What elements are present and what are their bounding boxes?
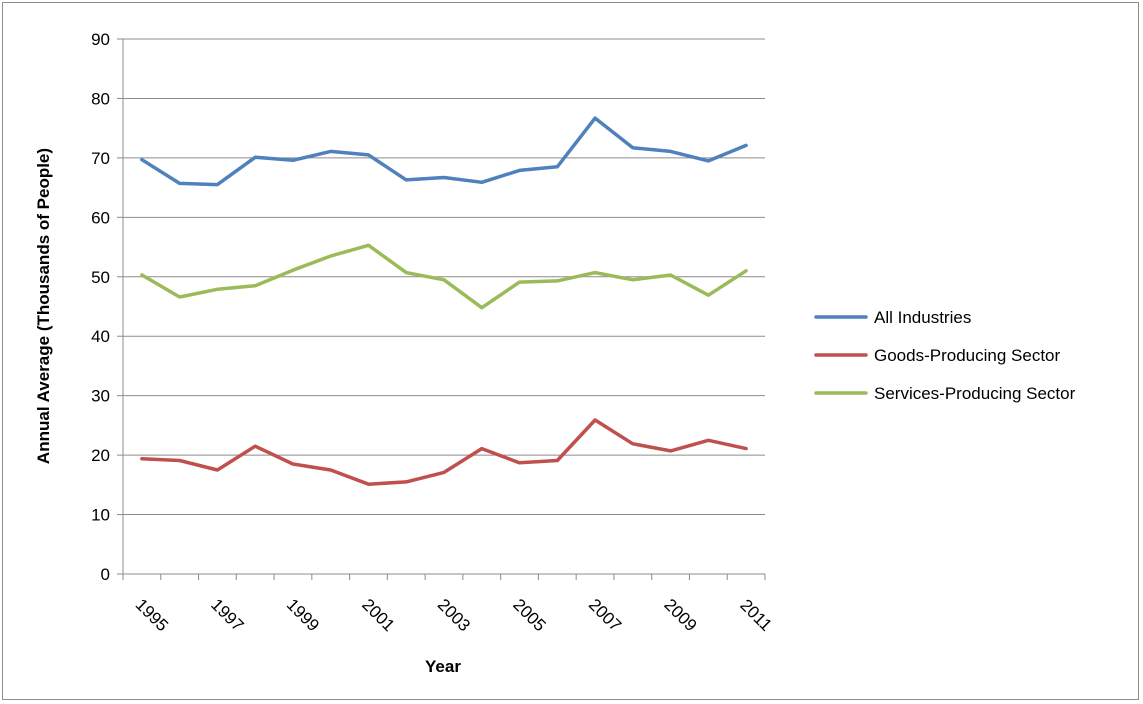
y-tick-label: 0 <box>101 565 110 584</box>
series-line <box>140 243 748 310</box>
x-tick-label: 1999 <box>283 595 323 635</box>
gridlines <box>123 38 765 516</box>
x-tick-label: 2007 <box>585 595 625 635</box>
x-tick-label: 2001 <box>358 595 398 635</box>
y-tick-label: 60 <box>91 208 110 227</box>
x-tick-label: 1997 <box>207 595 247 635</box>
y-tick-label: 80 <box>91 89 110 108</box>
x-tick-label: 2005 <box>509 595 549 635</box>
legend-label: Goods-Producing Sector <box>874 346 1060 365</box>
x-axis-title: Year <box>425 657 461 676</box>
x-tick-label: 1995 <box>132 595 172 635</box>
series-line <box>140 116 748 187</box>
x-tick-label: 2011 <box>736 595 775 634</box>
series-lines <box>140 116 748 486</box>
legend: All Industries Goods-Producing Sector Serv… <box>814 308 1076 403</box>
y-tick-label: 30 <box>91 387 110 406</box>
y-tick-label: 40 <box>91 327 110 346</box>
y-tick-label: 10 <box>91 506 110 525</box>
series-line <box>140 418 748 486</box>
x-tick-label: 2009 <box>660 595 700 635</box>
y-axis-title: Annual Average (Thousands of People) <box>34 148 53 464</box>
x-tick-label: 2003 <box>434 595 474 635</box>
y-tick-label: 20 <box>91 446 110 465</box>
axes: 0 10 20 30 40 50 60 70 80 90 1995 1997 1999 2001 2003 2… <box>91 30 776 635</box>
y-tick-label: 90 <box>91 30 110 49</box>
legend-label: All Industries <box>874 308 971 327</box>
y-tick-label: 70 <box>91 149 110 168</box>
legend-label: Services-Producing Sector <box>874 384 1076 403</box>
y-tick-label: 50 <box>91 268 110 287</box>
